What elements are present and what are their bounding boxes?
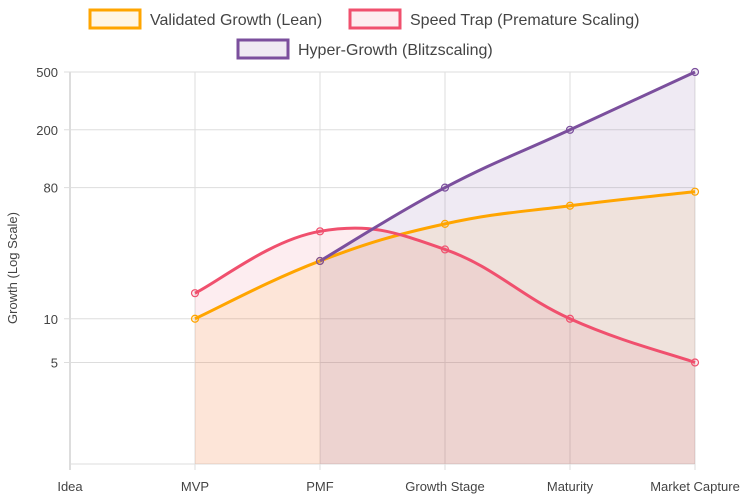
y-tick-label: 200 [36, 123, 58, 138]
data-point [315, 227, 325, 236]
data-point [190, 289, 200, 298]
legend-swatch [236, 38, 290, 60]
data-point [690, 187, 700, 196]
series-fills [195, 72, 695, 465]
legend-swatch [88, 8, 142, 30]
legend-label: Hyper-Growth (Blitzscaling) [298, 42, 493, 59]
y-tick-label: 80 [44, 181, 58, 196]
data-point [690, 358, 700, 367]
legend-label: Speed Trap (Premature Scaling) [410, 12, 639, 29]
legend-label: Validated Growth (Lean) [150, 12, 322, 29]
series-line [194, 190, 696, 321]
x-tick-label: PMF [306, 479, 334, 494]
grid [64, 71, 696, 470]
y-tick-label: 5 [51, 355, 58, 370]
data-point [440, 245, 450, 254]
x-tick-label: Idea [57, 479, 83, 494]
y-tick-label: 10 [44, 312, 58, 327]
legend-swatch [348, 8, 402, 30]
data-point [315, 256, 325, 266]
series-fill [195, 227, 695, 464]
x-tick-label: Maturity [547, 479, 594, 494]
legend: Validated Growth (Lean) Speed Trap (Prema… [88, 8, 639, 60]
x-tick-label: MVP [181, 479, 209, 494]
series-fill [195, 191, 695, 465]
data-point [190, 314, 200, 323]
y-axis-ticks: 5 10 80 200 500 [36, 65, 58, 370]
x-tick-label: Growth Stage [405, 479, 485, 494]
data-point [440, 219, 450, 228]
data-point [565, 201, 575, 210]
series-lines [194, 70, 696, 364]
data-point [565, 314, 575, 323]
series-fill [320, 72, 695, 464]
y-axis-title: Growth (Log Scale) [5, 212, 20, 324]
y-tick-label: 500 [36, 65, 58, 80]
series-line [194, 226, 696, 364]
series-line [319, 70, 696, 263]
data-point [690, 67, 700, 77]
data-point [565, 125, 575, 134]
series-points [190, 67, 700, 367]
x-axis-ticks: Idea MVP PMF Growth Stage Maturity Market Cap… [57, 479, 739, 494]
data-point [440, 183, 450, 192]
x-tick-label: Market Capture [650, 479, 740, 494]
